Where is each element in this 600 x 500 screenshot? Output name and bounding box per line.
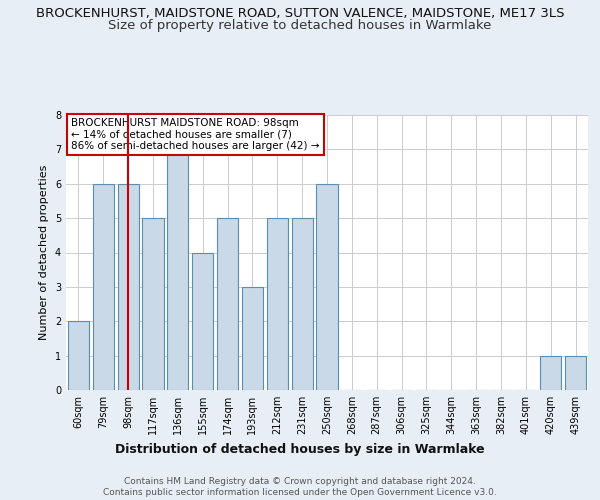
Y-axis label: Number of detached properties: Number of detached properties [40, 165, 49, 340]
Bar [267, 218, 288, 390]
Bar [316, 184, 338, 390]
Bar [565, 356, 586, 390]
Text: BROCKENHURST MAIDSTONE ROAD: 98sqm
← 14% of detached houses are smaller (7)
86% : BROCKENHURST MAIDSTONE ROAD: 98sqm ← 14%… [71, 118, 320, 151]
Bar [68, 322, 89, 390]
Bar [192, 252, 213, 390]
Text: BROCKENHURST, MAIDSTONE ROAD, SUTTON VALENCE, MAIDSTONE, ME17 3LS: BROCKENHURST, MAIDSTONE ROAD, SUTTON VAL… [36, 8, 564, 20]
Bar [217, 218, 238, 390]
Bar [118, 184, 139, 390]
Bar [242, 287, 263, 390]
Text: Contains HM Land Registry data © Crown copyright and database right 2024.
Contai: Contains HM Land Registry data © Crown c… [103, 478, 497, 497]
Bar [93, 184, 114, 390]
Bar [540, 356, 561, 390]
Bar [292, 218, 313, 390]
Bar [167, 150, 188, 390]
Bar [142, 218, 164, 390]
Text: Distribution of detached houses by size in Warmlake: Distribution of detached houses by size … [115, 442, 485, 456]
Text: Size of property relative to detached houses in Warmlake: Size of property relative to detached ho… [109, 19, 491, 32]
